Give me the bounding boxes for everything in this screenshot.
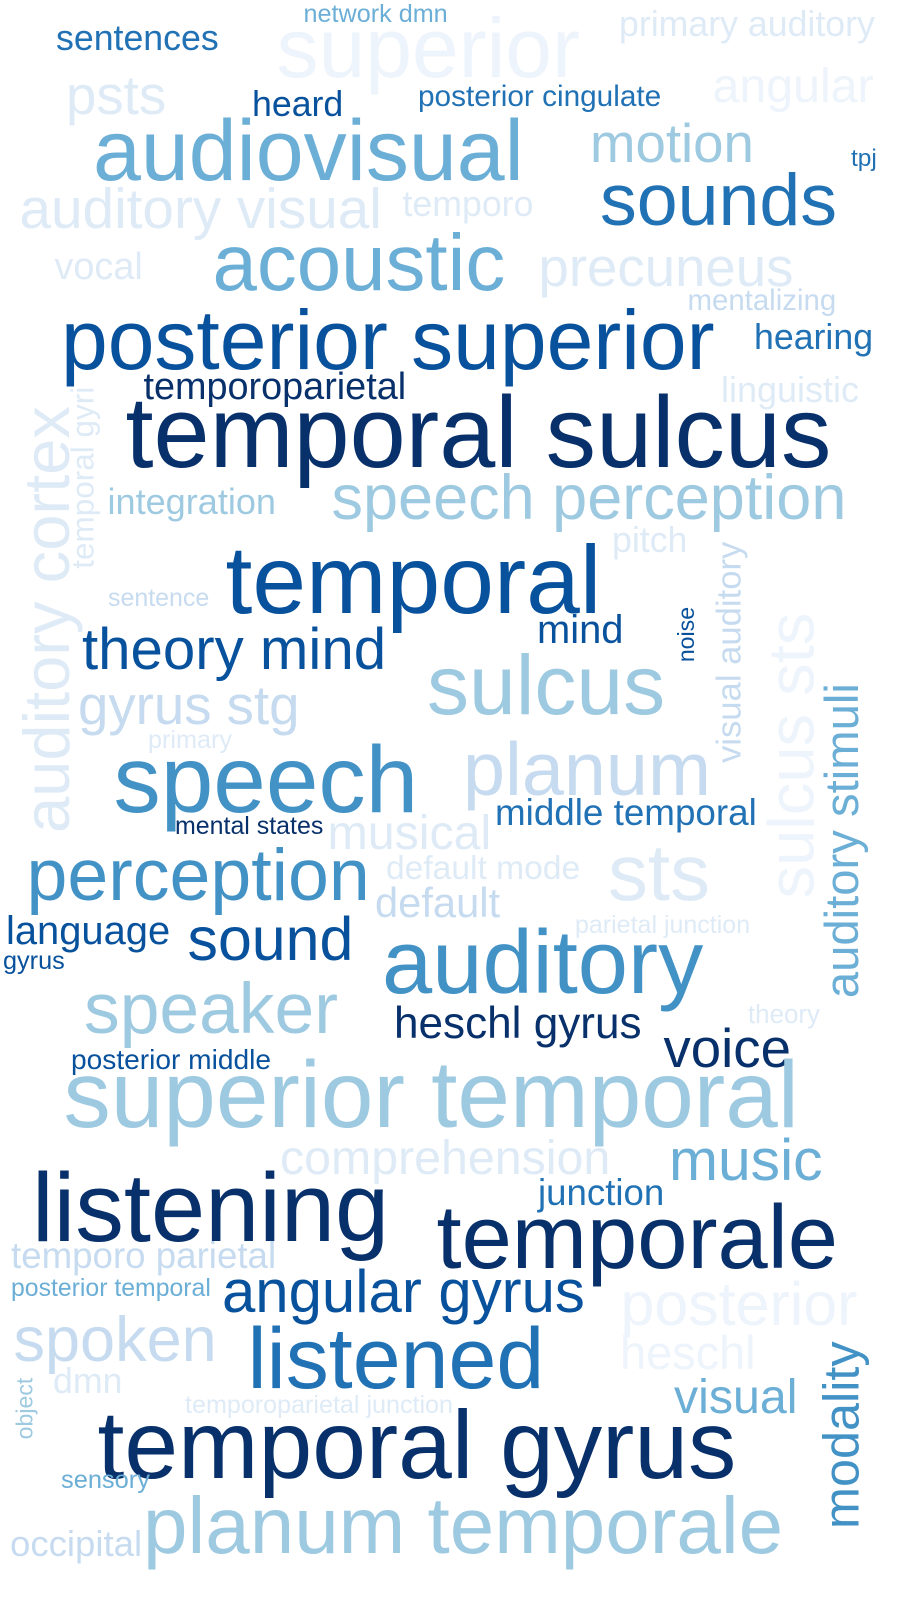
word: auditory cortex — [9, 405, 83, 833]
word: comprehension — [280, 1131, 611, 1185]
word: primary — [148, 725, 232, 754]
word: psts — [66, 64, 167, 126]
word: precuneus — [538, 236, 794, 298]
word: voice — [663, 1017, 791, 1079]
word: occipital — [10, 1522, 143, 1564]
word: primary auditory — [619, 4, 875, 44]
word: auditory visual — [19, 177, 382, 241]
word: planum — [463, 728, 711, 812]
word: sound — [187, 904, 354, 973]
word: listened — [247, 1311, 545, 1407]
word: motion — [590, 112, 754, 174]
word: audiovisual — [93, 103, 524, 199]
word: heard — [252, 84, 344, 124]
word: superior temporal — [63, 1041, 799, 1148]
word: temporoparietal — [143, 366, 407, 408]
word: sentences — [56, 18, 219, 58]
word: planum temporale — [143, 1481, 784, 1570]
word: temporale — [436, 1187, 839, 1288]
word: default — [375, 879, 501, 926]
word: sulcus sts — [754, 612, 828, 898]
word: mind — [537, 608, 624, 652]
word: temporoparietal junction — [185, 1390, 453, 1419]
word: posterior — [620, 1269, 858, 1338]
word: speech — [113, 726, 419, 833]
word: object — [11, 1377, 38, 1439]
word: acoustic — [212, 218, 506, 307]
word: temporal gyrus — [97, 1391, 737, 1499]
word: heschl — [620, 1326, 756, 1379]
word: musical — [327, 806, 492, 860]
word: dmn — [53, 1361, 123, 1401]
word: temporal sulcus — [125, 376, 832, 489]
word: posterior temporal — [11, 1274, 211, 1302]
word: visual auditory — [710, 541, 749, 764]
word: superior — [276, 1, 580, 95]
word: posterior middle — [71, 1044, 271, 1075]
word: temporo — [402, 184, 534, 224]
word: perception — [26, 833, 370, 916]
word: mental states — [175, 811, 324, 840]
word: default mode — [386, 850, 581, 887]
word: speech perception — [331, 462, 847, 533]
word: pitch — [612, 520, 688, 560]
word: listening — [32, 1152, 390, 1262]
word: music — [669, 1127, 823, 1193]
word: theory — [748, 1001, 820, 1029]
word: theory mind — [82, 617, 387, 682]
word: auditory stimuli — [815, 682, 869, 998]
word: parietal junction — [575, 910, 751, 939]
word: vocal — [54, 246, 143, 288]
word: sounds — [600, 158, 838, 241]
word: temporal — [225, 526, 602, 634]
word: angular — [712, 59, 874, 113]
word: integration — [107, 481, 276, 522]
word: sensory — [61, 1465, 150, 1494]
word: sulcus — [427, 638, 666, 732]
word: angular gyrus — [222, 1258, 585, 1325]
word: sts — [608, 828, 710, 917]
word: posterior cingulate — [418, 80, 662, 113]
word: network dmn — [303, 0, 448, 28]
word: visual — [674, 1370, 798, 1424]
word: posterior superior — [61, 293, 715, 387]
word: middle temporal — [495, 791, 757, 833]
word: modality — [812, 1341, 870, 1530]
word: linguistic — [721, 369, 859, 410]
word: spoken — [13, 1304, 217, 1375]
word: temporo parietal — [11, 1234, 277, 1276]
word: heschl gyrus — [394, 999, 642, 1048]
word: mentalizing — [687, 283, 837, 317]
word: sentence — [108, 583, 210, 612]
word: language — [6, 909, 171, 953]
word: junction — [538, 1171, 665, 1213]
word: speaker — [84, 968, 338, 1049]
word: hearing — [754, 317, 874, 357]
word: gyrus stg — [78, 674, 300, 736]
word: tpj — [851, 145, 877, 172]
word: auditory — [382, 912, 704, 1013]
word: noise — [672, 606, 699, 662]
word: gyrus — [3, 946, 65, 975]
